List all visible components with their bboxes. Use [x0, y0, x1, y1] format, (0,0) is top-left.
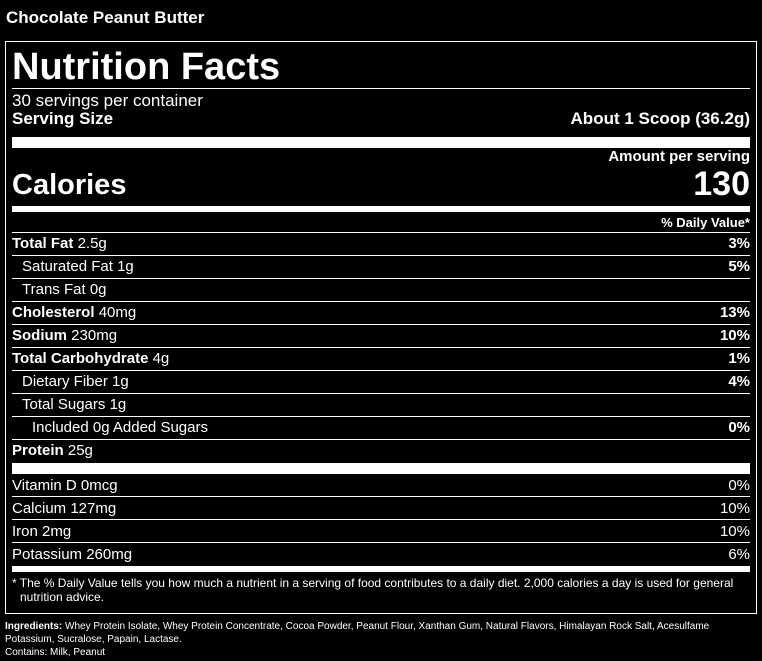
- vitamin-label: Potassium 260mg: [12, 546, 133, 563]
- product-name: Chocolate Peanut Butter: [6, 8, 205, 27]
- divider-thick: [12, 463, 750, 474]
- nutrient-row: Total Carbohydrate 4g 1%: [12, 348, 750, 371]
- daily-value-header: % Daily Value*: [12, 212, 750, 233]
- calories-value: 130: [693, 165, 750, 203]
- nutrient-name: Total Sugars: [22, 396, 106, 413]
- nutrient-amount: 25g: [67, 442, 93, 459]
- nutrient-label: Cholesterol 40mg: [12, 302, 136, 324]
- footnote: * The % Daily Value tells you how much a…: [12, 576, 734, 604]
- nutrient-row: Total Sugars 1g: [12, 394, 750, 417]
- vitamin-label: Calcium 127mg: [12, 500, 117, 517]
- nutrient-name: Total Fat: [12, 235, 74, 252]
- amount-per-serving: Amount per serving: [608, 148, 750, 165]
- nutrient-label: Saturated Fat 1g: [12, 256, 134, 278]
- nutrient-name: Saturated Fat: [22, 258, 113, 275]
- nutrient-row: Included 0g Added Sugars 0%: [12, 417, 750, 440]
- nutrient-name: Dietary Fiber: [22, 373, 108, 390]
- nutrient-amount: 2.5g: [77, 235, 107, 252]
- serving-size: Serving Size About 1 Scoop (36.2g): [12, 109, 750, 131]
- nutrient-daily-value: 4%: [728, 373, 750, 390]
- divider-medium: [12, 566, 750, 572]
- nutrient-row: Dietary Fiber 1g 4%: [12, 371, 750, 394]
- nutrient-row: Saturated Fat 1g 5%: [12, 256, 750, 279]
- nutrient-daily-value: 13%: [719, 304, 750, 321]
- nutrient-amount: 40mg: [98, 304, 137, 321]
- nutrient-daily-value: 0%: [728, 419, 750, 436]
- nutrient-row: Cholesterol 40mg 13%: [12, 302, 750, 325]
- nutrient-name: Trans Fat: [22, 281, 86, 298]
- ingredients-label: Ingredients:: [5, 621, 63, 632]
- nutrient-name: Cholesterol: [12, 304, 95, 321]
- nutrient-amount: 0g: [89, 281, 107, 298]
- ingredients-section: Ingredients: Whey Protein Isolate, Whey …: [5, 620, 757, 659]
- divider-medium: [12, 206, 750, 212]
- nutrient-label: Protein 25g: [12, 440, 93, 463]
- divider-thick: [12, 137, 750, 148]
- nutrient-row: Total Fat 2.5g 3%: [12, 233, 750, 256]
- calories-row: Calories 130: [12, 164, 750, 202]
- vitamin-daily-value: 10%: [719, 523, 750, 540]
- vitamin-daily-value: 0%: [728, 477, 750, 494]
- nutrient-daily-value: 5%: [728, 258, 750, 275]
- nutrient-label: Total Fat 2.5g: [12, 233, 107, 255]
- nutrient-label: Dietary Fiber 1g: [12, 371, 129, 393]
- nutrient-daily-value: 3%: [728, 235, 750, 252]
- label-title: Nutrition Facts: [12, 42, 750, 89]
- nutrient-row: Sodium 230mg 10%: [12, 325, 750, 348]
- nutrient-row: Trans Fat 0g: [12, 279, 750, 302]
- vitamin-row: Vitamin D 0mcg 0%: [12, 474, 750, 497]
- nutrient-name: Protein: [12, 442, 64, 459]
- ingredients-text: Whey Protein Isolate, Whey Protein Conce…: [5, 621, 710, 645]
- vitamin-row: Potassium 260mg 6%: [12, 543, 750, 566]
- servings-per-container: 30 servings per container: [12, 91, 203, 110]
- serving-size-label: Serving Size: [12, 109, 114, 128]
- nutrient-label: Included 0g Added Sugars: [12, 417, 208, 439]
- nutrient-name: Sodium: [12, 327, 67, 344]
- vitamin-label: Vitamin D 0mcg: [12, 477, 118, 494]
- nutrient-amount: 4g: [152, 350, 170, 367]
- vitamin-row: Iron 2mg 10%: [12, 520, 750, 543]
- nutrient-row: Protein 25g: [12, 440, 750, 463]
- vitamin-daily-value: 10%: [719, 500, 750, 517]
- vitamin-label: Iron 2mg: [12, 523, 72, 540]
- nutrient-label: Trans Fat 0g: [12, 279, 107, 301]
- nutrient-daily-value: 10%: [719, 327, 750, 344]
- nutrient-daily-value: 1%: [728, 350, 750, 367]
- nutrient-amount: 1g: [109, 396, 127, 413]
- nutrient-label: Total Carbohydrate 4g: [12, 348, 169, 370]
- allergens: Contains: Milk, Peanut: [5, 647, 106, 658]
- nutrition-facts-label: Nutrition Facts 30 servings per containe…: [5, 41, 757, 614]
- serving-size-value: About 1 Scoop (36.2g): [570, 109, 750, 128]
- calories-label: Calories: [12, 169, 127, 201]
- nutrient-amount: 1g: [112, 373, 129, 390]
- nutrient-amount: 230mg: [71, 327, 118, 344]
- nutrient-label: Total Sugars 1g: [12, 394, 126, 416]
- nutrient-name: Total Carbohydrate: [12, 350, 149, 367]
- ingredients: Ingredients: Whey Protein Isolate, Whey …: [5, 620, 757, 646]
- nutrient-amount: 1g: [117, 258, 134, 275]
- vitamin-daily-value: 6%: [728, 546, 750, 563]
- nutrient-name: Included 0g Added Sugars: [32, 419, 208, 436]
- vitamin-row: Calcium 127mg 10%: [12, 497, 750, 520]
- nutrient-label: Sodium 230mg: [12, 325, 117, 347]
